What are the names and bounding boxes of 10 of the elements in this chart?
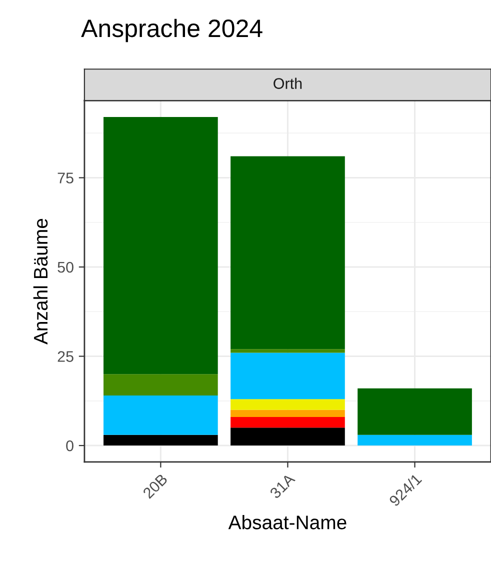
x-tick-label: 31A xyxy=(269,472,296,500)
y-axis-title: Anzahl Bäume xyxy=(33,218,48,344)
x-tick-label: 20B xyxy=(142,473,168,499)
y-tick-label: 75 xyxy=(58,172,74,184)
y-tick-label: 50 xyxy=(58,262,74,273)
chart-subtitle: Orth xyxy=(274,78,302,89)
chart-title: Ansprache 2024 xyxy=(81,18,262,42)
y-tick-label: 0 xyxy=(66,440,74,452)
y-tick-label: 25 xyxy=(58,351,74,362)
x-axis-title: Absaat-Name xyxy=(228,515,346,530)
